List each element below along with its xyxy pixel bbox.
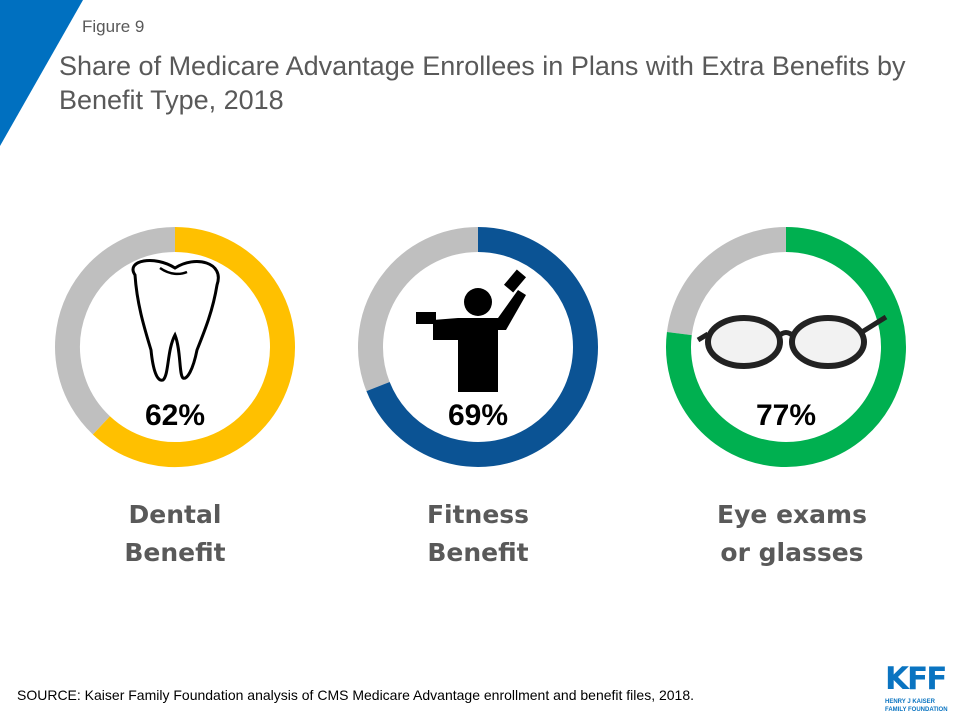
category-label-dental: Dental Benefit bbox=[55, 496, 295, 572]
category-label-fitness: Fitness Benefit bbox=[358, 496, 598, 572]
donut-slice-remainder bbox=[358, 227, 479, 392]
label-line: or glasses bbox=[720, 538, 864, 567]
donut-slice-remainder bbox=[55, 227, 176, 435]
logo-line1: HENRY J KAISER bbox=[885, 699, 936, 705]
chart-title: Share of Medicare Advantage Enrollees in… bbox=[59, 51, 906, 115]
logo-mark: KFF bbox=[885, 661, 947, 697]
tooth-icon bbox=[131, 259, 220, 382]
kff-logo: KFF HENRY J KAISER FAMILY FOUNDATION bbox=[885, 660, 957, 714]
donut-slice-value bbox=[92, 227, 295, 467]
data-label: 69% bbox=[448, 399, 508, 432]
figure-label: Figure 9 bbox=[82, 17, 145, 36]
category-label-eye: Eye exams or glasses bbox=[672, 496, 912, 572]
label-line: Benefit bbox=[124, 538, 226, 567]
data-label: 77% bbox=[756, 399, 816, 432]
donut-slice-value bbox=[366, 227, 598, 467]
donut-slice-remainder bbox=[666, 227, 787, 336]
donut-slice-value bbox=[666, 227, 906, 467]
logo-line2: FAMILY FOUNDATION bbox=[885, 707, 948, 713]
label-line: Eye exams bbox=[717, 500, 867, 529]
source-note: SOURCE: Kaiser Family Foundation analysi… bbox=[17, 687, 695, 703]
label-line: Fitness bbox=[426, 500, 530, 529]
glasses-icon bbox=[696, 314, 888, 369]
weightlifter-icon bbox=[416, 269, 527, 392]
corner-accent bbox=[0, 0, 83, 146]
data-label: 62% bbox=[145, 399, 205, 432]
label-line: Dental bbox=[128, 500, 222, 529]
label-line: Benefit bbox=[427, 538, 529, 567]
